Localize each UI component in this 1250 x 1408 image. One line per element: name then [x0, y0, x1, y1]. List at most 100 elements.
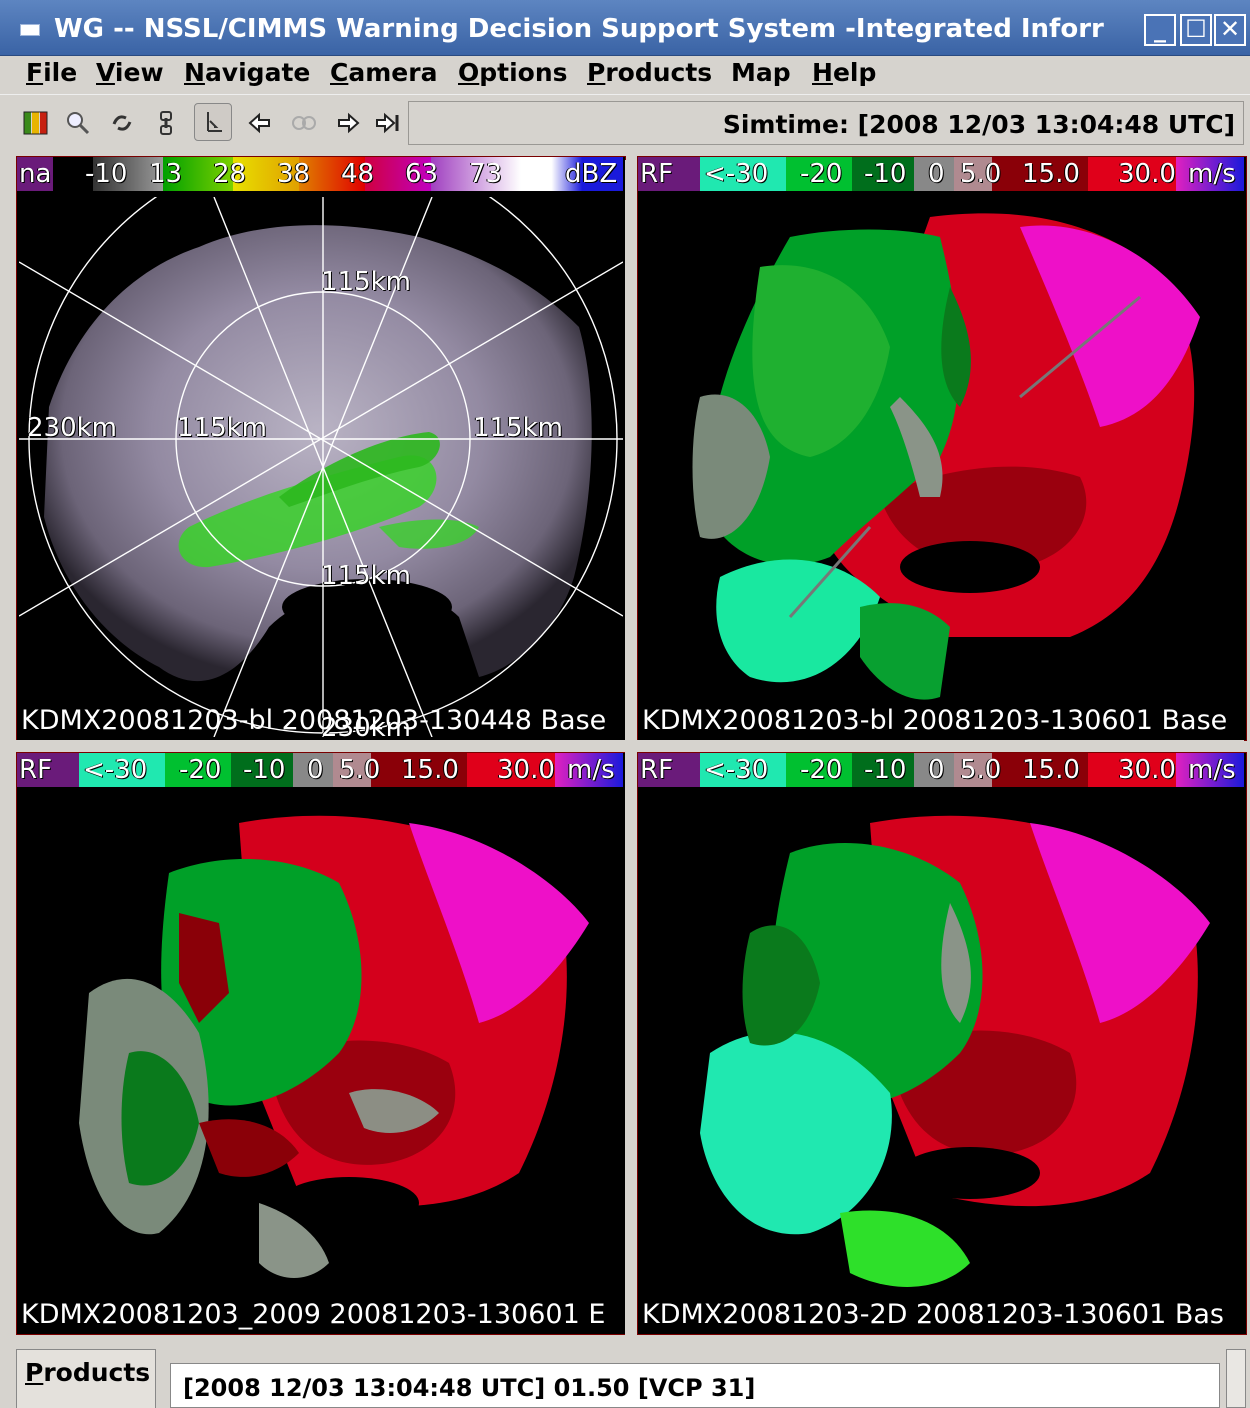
- colorbar-seg: [371, 753, 467, 787]
- colormap-icon[interactable]: [20, 105, 52, 141]
- maximize-button[interactable]: ☐: [1180, 14, 1212, 46]
- colorbar-seg: [638, 157, 700, 191]
- radar-pane-velocity-3[interactable]: RF <-30 -20 -10 0 5.0 15.0 30.0 m/s KDMX…: [637, 752, 1247, 1335]
- menu-products-label: roducts: [605, 58, 713, 87]
- menu-view-mnemonic: V: [96, 58, 115, 87]
- colorbar-velocity: [17, 753, 623, 787]
- colorbar-seg: [638, 753, 700, 787]
- products-list[interactable]: [2008 12/03 13:04:48 UTC] 01.50 [VCP 31]: [170, 1363, 1220, 1408]
- colorbar-seg: [163, 157, 233, 191]
- menu-help-label: elp: [832, 58, 877, 87]
- colorbar-seg: [852, 753, 914, 787]
- colorbar-label: dBZ: [565, 159, 618, 189]
- radar-pane-velocity-1[interactable]: RF <-30 -20 -10 0 5.0 15.0 30.0 m/s KDMX…: [637, 156, 1247, 741]
- colorbar-velocity-labels: RF <-30 -20 -10 0 5.0 15.0 30.0 m/s: [638, 753, 1246, 787]
- colorbar-label: <-30: [704, 755, 769, 785]
- pointer-icon[interactable]: [194, 103, 232, 141]
- colorbar-label: 13: [149, 159, 183, 189]
- menu-navigate[interactable]: Navigate: [184, 56, 310, 90]
- colormap-icon-glyph: [23, 111, 48, 135]
- colorbar-seg: [365, 157, 431, 191]
- velocity-radar-image-1: [692, 213, 1200, 700]
- tab-products-mnemonic: P: [25, 1358, 44, 1387]
- colorbar-seg: [233, 157, 299, 191]
- link-icon[interactable]: [150, 105, 182, 141]
- colorbar-seg: [17, 753, 79, 787]
- menu-options[interactable]: Options: [458, 56, 568, 90]
- menu-map[interactable]: Map: [731, 56, 791, 90]
- pane-caption: KDMX20081203-bl 20081203-130448 Base: [21, 705, 607, 736]
- menu-file-label: ile: [43, 58, 78, 87]
- range-ring-label: 115km: [473, 413, 564, 443]
- menu-products-mnemonic: P: [587, 58, 606, 87]
- pan-icon[interactable]: [106, 105, 138, 141]
- colorbar-label: <-30: [704, 159, 769, 189]
- link-icon-glyph: [160, 111, 172, 135]
- step-back-icon[interactable]: [244, 105, 276, 141]
- colorbar-label: 63: [405, 159, 439, 189]
- colorbar-seg: [786, 157, 852, 191]
- colorbar-seg: [1176, 157, 1244, 191]
- radar-pane-reflectivity[interactable]: na -10 13 28 38 48 63 73 dBZ: [16, 156, 626, 741]
- colorbar-seg: [165, 753, 231, 787]
- menu-view[interactable]: View: [96, 56, 164, 90]
- colorbar-seg: [700, 753, 786, 787]
- tab-products[interactable]: Products: [16, 1349, 156, 1408]
- menu-camera-mnemonic: C: [330, 58, 349, 87]
- pointer-icon-glyph: [207, 112, 222, 132]
- range-ring-label: 115km: [177, 413, 268, 443]
- colorbar-label: 15.0: [1022, 755, 1080, 785]
- menu-help[interactable]: Help: [812, 56, 876, 90]
- menu-products[interactable]: Products: [587, 56, 712, 90]
- colorbar-label: 0: [928, 159, 945, 189]
- colorbar-label: 30.0: [497, 755, 555, 785]
- pane-caption: KDMX20081203-2D 20081203-130601 Bas: [642, 1299, 1224, 1330]
- colorbar-velocity: [638, 753, 1244, 787]
- minimize-button[interactable]: _: [1144, 14, 1176, 46]
- magnifier-icon[interactable]: [62, 105, 94, 141]
- colorbar-reflectivity: [17, 157, 623, 191]
- simtime-readout: Simtime: [2008 12/03 13:04:48 UTC]: [722, 110, 1235, 139]
- colorbar-seg: [467, 753, 555, 787]
- tab-products-label: Products: [25, 1358, 150, 1387]
- colorbar-seg: [954, 753, 992, 787]
- colorbar-reflectivity-labels: na -10 13 28 38 48 63 73 dBZ: [17, 157, 625, 191]
- colorbar-seg: [914, 157, 954, 191]
- window-menu-icon[interactable]: [20, 24, 40, 36]
- colorbar-label: 15.0: [1022, 159, 1080, 189]
- jump-latest-icon-glyph: [376, 112, 399, 134]
- colorbar-seg: [1088, 753, 1176, 787]
- loop-icon-glyph: [292, 116, 316, 130]
- menu-navigate-label: avigate: [204, 58, 311, 87]
- menu-file[interactable]: File: [26, 56, 77, 90]
- close-button[interactable]: ✕: [1214, 14, 1246, 46]
- colorbar-seg: [555, 753, 623, 787]
- colorbar-label: 15.0: [401, 755, 459, 785]
- range-ring-label: 115km: [321, 561, 412, 591]
- colorbar-label: -10: [864, 159, 907, 189]
- jump-latest-icon[interactable]: [372, 105, 404, 141]
- horizontal-splitter[interactable]: [14, 740, 1244, 752]
- products-scrollbar[interactable]: [1226, 1349, 1246, 1408]
- range-ring-label: 230km: [27, 413, 118, 443]
- colorbar-seg: [53, 157, 93, 191]
- colorbar-seg: [333, 753, 371, 787]
- colorbar-velocity-labels: RF <-30 -20 -10 0 5.0 15.0 30.0 m/s: [638, 157, 1246, 191]
- colorbar-seg: [293, 753, 333, 787]
- step-forward-icon[interactable]: [332, 105, 364, 141]
- loop-icon[interactable]: [288, 105, 320, 141]
- colorbar-label: RF: [640, 159, 674, 189]
- colorbar-seg: [231, 753, 293, 787]
- colorbar-seg: [992, 753, 1088, 787]
- radar-pane-velocity-2[interactable]: RF <-30 -20 -10 0 5.0 15.0 30.0 m/s KDMX…: [16, 752, 626, 1335]
- pan-icon-glyph: [112, 115, 132, 131]
- menu-camera[interactable]: Camera: [330, 56, 437, 90]
- colorbar-label: 5.0: [339, 755, 381, 785]
- step-forward-icon-glyph: [338, 112, 360, 134]
- colorbar-velocity-labels: RF <-30 -20 -10 0 5.0 15.0 30.0 m/s: [17, 753, 625, 787]
- range-ring-label: 115km: [321, 267, 412, 297]
- colorbar-label: RF: [19, 755, 53, 785]
- menu-view-label: iew: [114, 58, 164, 87]
- pane-caption: KDMX20081203_2009 20081203-130601 E: [21, 1299, 606, 1330]
- step-back-icon-glyph: [248, 112, 270, 134]
